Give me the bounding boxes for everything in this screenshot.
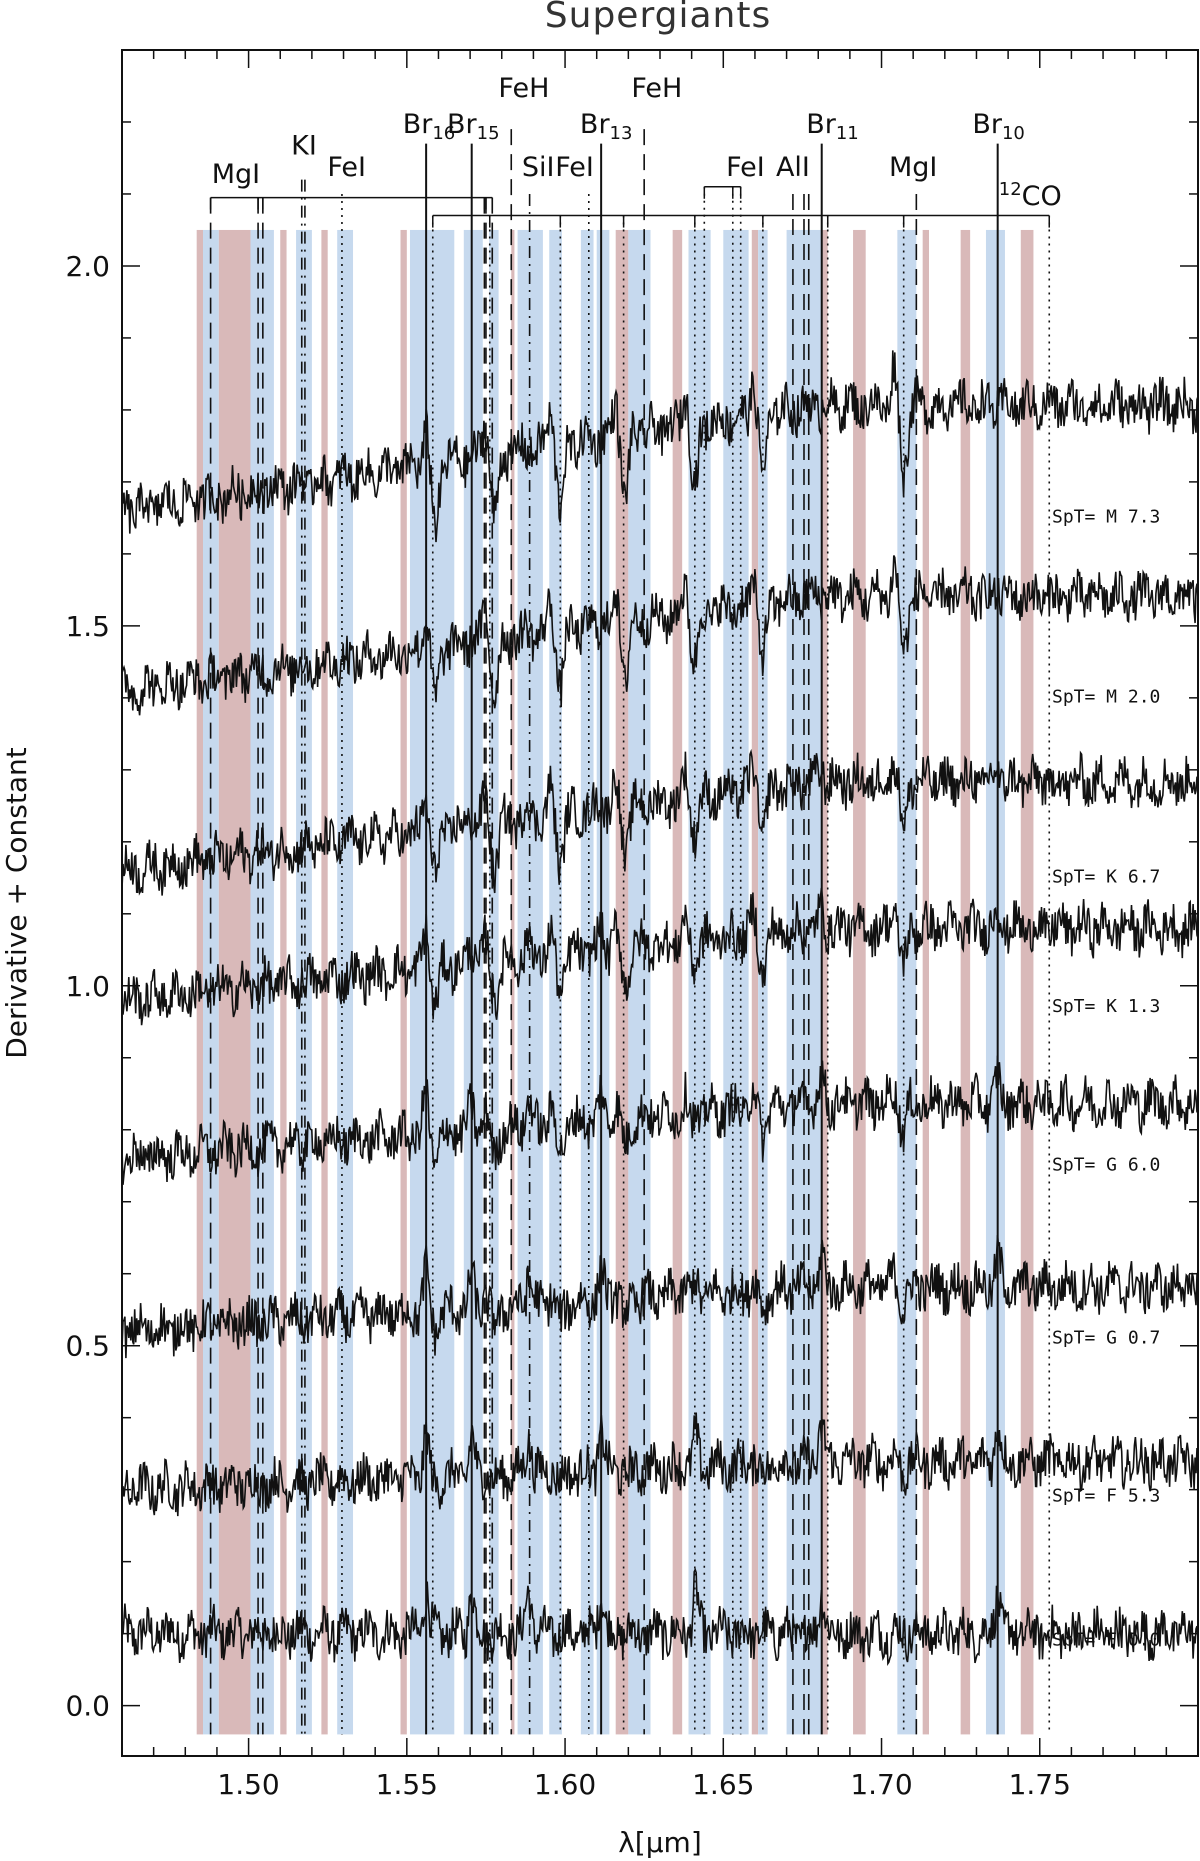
series-line bbox=[121, 555, 1199, 716]
band bbox=[897, 229, 917, 1735]
band bbox=[400, 229, 407, 1735]
series-label: SpT= F 5.3 bbox=[1052, 1486, 1160, 1507]
line-label: FeH bbox=[498, 73, 549, 104]
band bbox=[296, 229, 312, 1735]
series-label: SpT= K 6.7 bbox=[1052, 867, 1160, 888]
x-axis-label: λ[μm] bbox=[618, 1826, 702, 1859]
x-axis: 1.50 1.55 1.60 1.65 1.70 1.75 bbox=[121, 50, 1199, 1801]
line-label: FeI bbox=[726, 152, 765, 183]
y-tick-label: 0.5 bbox=[65, 1330, 110, 1363]
series-label: SpT= K 1.3 bbox=[1052, 996, 1160, 1017]
x-tick-label: 1.55 bbox=[376, 1768, 438, 1801]
series-line bbox=[121, 1412, 1199, 1517]
series-line bbox=[121, 1055, 1199, 1185]
y-axis-label: Derivative + Constant bbox=[0, 747, 33, 1059]
series-labels-layer: SpT= F 0.0 SpT= F 5.3 SpT= G 0.7 SpT= G 6.0… bbox=[1052, 507, 1160, 1651]
line-label: FeI bbox=[555, 152, 594, 183]
x-tick-label: 1.65 bbox=[692, 1768, 754, 1801]
series-label: SpT= G 0.7 bbox=[1052, 1327, 1160, 1348]
band bbox=[672, 229, 683, 1735]
series-label: SpT= G 6.0 bbox=[1052, 1155, 1160, 1176]
band bbox=[489, 229, 499, 1735]
line-label: 12CO bbox=[999, 179, 1062, 212]
series-label: SpT= F 0.0 bbox=[1052, 1630, 1160, 1651]
band bbox=[1020, 229, 1034, 1735]
band bbox=[463, 229, 483, 1735]
line-label: Br13 bbox=[580, 109, 633, 144]
band bbox=[628, 229, 651, 1735]
line-label: Br11 bbox=[806, 109, 859, 144]
y-tick-label: 0.0 bbox=[65, 1690, 110, 1723]
x-tick-label: 1.60 bbox=[534, 1768, 596, 1801]
band bbox=[960, 229, 971, 1735]
band bbox=[688, 229, 711, 1735]
x-tick-label: 1.70 bbox=[850, 1768, 912, 1801]
band bbox=[985, 229, 1005, 1735]
band bbox=[549, 229, 562, 1735]
band bbox=[580, 229, 594, 1735]
series-line bbox=[121, 1567, 1199, 1667]
series-layer bbox=[121, 350, 1199, 1667]
brackets-layer bbox=[209, 186, 1051, 228]
band bbox=[922, 229, 929, 1735]
band bbox=[280, 229, 287, 1735]
series-line bbox=[121, 1235, 1199, 1359]
band bbox=[853, 229, 866, 1735]
y-tick-label: 1.0 bbox=[65, 970, 110, 1003]
series-label: SpT= M 2.0 bbox=[1052, 687, 1160, 708]
line-label: KI bbox=[291, 130, 317, 161]
line-label: FeH bbox=[631, 73, 682, 104]
line-label: Br16 bbox=[403, 109, 456, 144]
series-line bbox=[121, 887, 1199, 1026]
y-axis: 0.0 0.5 1.0 1.5 2.0 bbox=[65, 121, 1198, 1723]
y-tick-label: 1.5 bbox=[65, 610, 110, 643]
series-line bbox=[121, 350, 1199, 543]
series-label: SpT= M 7.3 bbox=[1052, 507, 1160, 528]
line-label: MgI bbox=[889, 152, 937, 183]
chart-title: Supergiants bbox=[545, 0, 771, 36]
band bbox=[723, 229, 749, 1735]
line-label: Br15 bbox=[447, 109, 500, 144]
series-line bbox=[121, 748, 1199, 896]
line-label: FeI bbox=[327, 152, 366, 183]
band bbox=[821, 229, 828, 1735]
band bbox=[511, 229, 515, 1735]
band bbox=[596, 229, 610, 1735]
line-label: MgI bbox=[212, 159, 260, 190]
y-tick-label: 2.0 bbox=[65, 250, 110, 283]
x-tick-label: 1.50 bbox=[217, 1768, 279, 1801]
x-tick-label: 1.75 bbox=[1009, 1768, 1071, 1801]
line-label: AlI bbox=[776, 152, 810, 183]
line-label: SiI bbox=[522, 152, 555, 183]
line-label: Br10 bbox=[972, 109, 1025, 144]
band bbox=[751, 229, 759, 1735]
